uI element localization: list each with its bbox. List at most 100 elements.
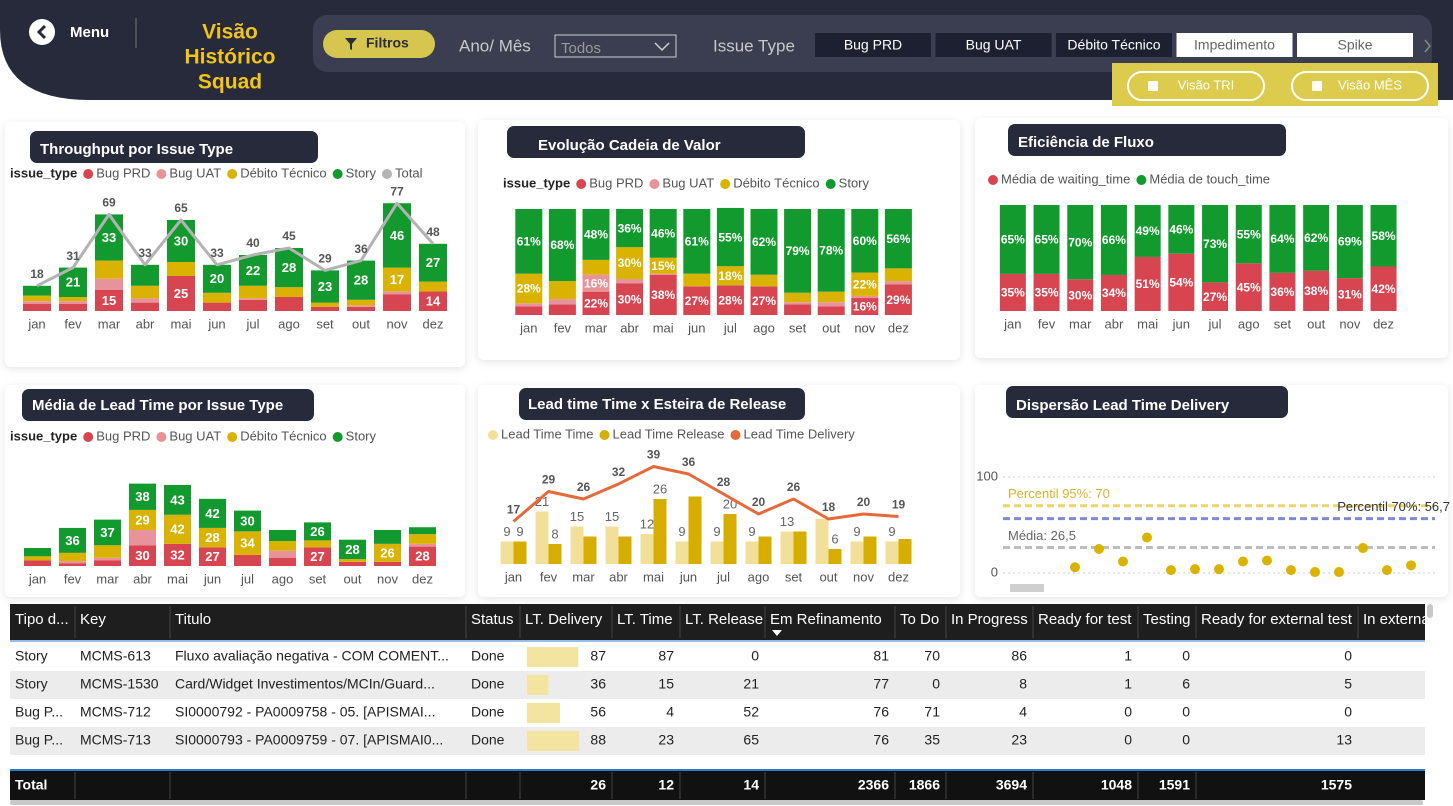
bar (535, 511, 549, 564)
x-tick-label: dez (888, 320, 909, 335)
issue-type-option[interactable]: Bug UAT (966, 37, 1022, 53)
legend-label: Story (346, 165, 377, 180)
column-header[interactable]: In externa (1363, 611, 1430, 628)
bar (548, 209, 576, 282)
column-header[interactable]: Ready for external test (1201, 611, 1353, 628)
bar (269, 557, 296, 566)
legend-title: issue_type (503, 175, 570, 190)
line-value-label: 77 (390, 184, 404, 198)
bar (1303, 205, 1330, 271)
point (1358, 543, 1368, 554)
column-header[interactable]: LT. Delivery (525, 611, 603, 628)
bar-value-label: 56% (886, 232, 910, 246)
bar-value-label: 45% (1237, 280, 1261, 294)
table-cell: 87 (658, 648, 674, 664)
x-tick-label: fev (64, 571, 82, 586)
issue-type-option[interactable]: Spike (1337, 37, 1372, 53)
bar (851, 272, 879, 296)
issue-type-option[interactable]: Bug PRD (844, 37, 902, 53)
legend-label: Média de waiting_time (1001, 171, 1130, 186)
x-tick-label: out (352, 316, 370, 331)
column-header[interactable]: Testing (1143, 611, 1191, 628)
bar (311, 270, 339, 303)
filters-label[interactable]: Filtros (366, 35, 409, 51)
total-cell: 2366 (858, 777, 889, 793)
bar-value-label: 16% (853, 300, 877, 314)
bar-value-label: 32 (170, 547, 184, 562)
column-header[interactable]: LT. Time (617, 611, 673, 628)
x-tick-label: fev (554, 320, 572, 335)
bar (1100, 205, 1127, 275)
total-cell: 14 (743, 777, 759, 793)
bar (347, 305, 375, 307)
bar (129, 509, 156, 530)
column-header[interactable]: Tipo d... (15, 611, 69, 628)
column-header[interactable]: To Do (900, 611, 939, 628)
column-header[interactable]: Titulo (175, 611, 211, 628)
menu-button[interactable] (29, 19, 55, 45)
table-cell: 52 (743, 704, 759, 720)
issue-type-button[interactable] (935, 33, 1052, 57)
chart-title: Dispersão Lead Time Delivery (1016, 397, 1230, 414)
x-tick-label: mai (167, 571, 188, 586)
bar-value-label: 15 (605, 509, 619, 524)
filters-button[interactable] (323, 30, 435, 58)
issue-type-button[interactable] (1297, 33, 1413, 57)
bar (23, 301, 51, 304)
legend-label: Bug UAT (169, 428, 221, 443)
y-tick-label: 0 (991, 564, 998, 579)
line-value-label: 33 (138, 246, 152, 260)
bar (716, 285, 744, 315)
view-button[interactable] (1127, 71, 1265, 101)
column-header[interactable]: Em Refinamento (770, 611, 882, 628)
legend-title: issue_type (10, 428, 77, 443)
column-header[interactable]: LT. Release (685, 611, 763, 628)
view-button[interactable] (1291, 71, 1429, 101)
bar (374, 543, 401, 562)
legend-label: Débito Técnico (240, 428, 326, 443)
bar-value-label: 66% (1102, 233, 1126, 247)
bar-value-label: 13 (780, 514, 794, 529)
view-label[interactable]: Visão MÊS (1338, 77, 1402, 92)
bar (1303, 270, 1330, 311)
bar (275, 287, 303, 297)
bar (851, 298, 879, 315)
legend-marker (156, 432, 167, 442)
menu-label[interactable]: Menu (70, 24, 109, 41)
bar (710, 541, 724, 564)
column-header[interactable]: In Progress (951, 611, 1028, 628)
bar (59, 304, 87, 311)
column-header[interactable]: Status (471, 611, 514, 628)
data-bar (527, 731, 579, 751)
bar (999, 205, 1026, 274)
issue-type-button[interactable] (1176, 33, 1293, 57)
bar (311, 302, 339, 307)
column-header[interactable]: Key (80, 611, 106, 628)
chart-title: Lead time Time x Esteira de Release (528, 396, 786, 413)
bar (164, 514, 191, 544)
issue-type-option[interactable]: Impedimento (1194, 37, 1275, 53)
issue-type-button[interactable] (815, 33, 931, 57)
chart-title-tab (22, 389, 314, 421)
issue-type-button[interactable] (1056, 33, 1172, 57)
dashboard-title: Squad (198, 71, 262, 94)
period-dropdown[interactable] (554, 34, 677, 58)
bar (784, 304, 812, 315)
view-icon (1312, 81, 1322, 91)
bar (94, 519, 121, 546)
bar-value-label: 34% (1102, 286, 1126, 300)
issue-type-option[interactable]: Débito Técnico (1067, 37, 1160, 53)
column-header[interactable]: Ready for test (1038, 611, 1132, 628)
dashboard-title: Histórico (184, 46, 275, 69)
bar (815, 519, 829, 564)
bar (884, 284, 912, 315)
bar-value-label: 9 (516, 524, 523, 539)
bar (419, 291, 447, 311)
bar-value-label: 22 (246, 263, 260, 278)
table-cell: 81 (873, 648, 889, 664)
view-label[interactable]: Visão TRI (1178, 77, 1235, 92)
x-tick-label: nov (853, 569, 874, 584)
bar (339, 559, 366, 562)
x-tick-label: ago (753, 320, 775, 335)
bar (582, 291, 610, 315)
